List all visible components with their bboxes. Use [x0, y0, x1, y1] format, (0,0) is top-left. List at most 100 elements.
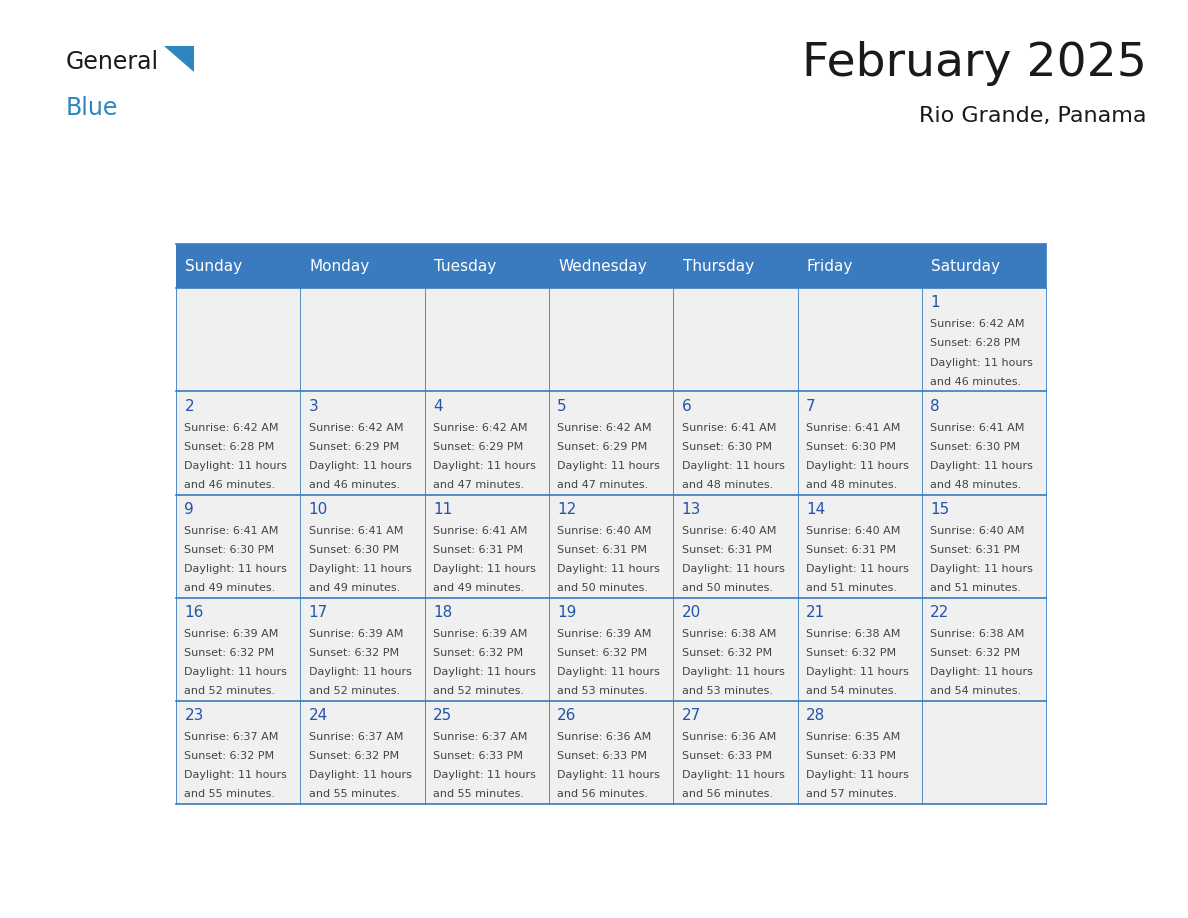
Text: 2: 2 [184, 398, 194, 413]
Text: Blue: Blue [65, 96, 118, 120]
Text: and 53 minutes.: and 53 minutes. [557, 687, 649, 696]
Text: 24: 24 [309, 708, 328, 723]
Text: 17: 17 [309, 605, 328, 620]
Bar [674, 495, 797, 598]
Text: and 48 minutes.: and 48 minutes. [682, 480, 773, 490]
Text: Sunset: 6:31 PM: Sunset: 6:31 PM [805, 545, 896, 554]
Text: 11: 11 [432, 502, 453, 517]
Text: 25: 25 [432, 708, 453, 723]
Text: Sunrise: 6:38 AM: Sunrise: 6:38 AM [682, 629, 776, 639]
Text: 23: 23 [184, 708, 204, 723]
Text: Sunrise: 6:40 AM: Sunrise: 6:40 AM [805, 526, 901, 536]
Text: Sunrise: 6:40 AM: Sunrise: 6:40 AM [682, 526, 776, 536]
Bar [797, 288, 922, 391]
Text: Daylight: 11 hours: Daylight: 11 hours [432, 667, 536, 677]
Bar [674, 244, 797, 288]
Bar [549, 244, 674, 288]
Text: Wednesday: Wednesday [558, 259, 647, 274]
Bar [301, 391, 424, 495]
Text: and 47 minutes.: and 47 minutes. [432, 480, 524, 490]
Text: Sunset: 6:30 PM: Sunset: 6:30 PM [309, 545, 399, 554]
Bar [797, 598, 922, 701]
Bar [176, 244, 301, 288]
Text: 1: 1 [930, 296, 940, 310]
Text: Sunset: 6:32 PM: Sunset: 6:32 PM [309, 751, 399, 761]
Text: Sunset: 6:29 PM: Sunset: 6:29 PM [309, 442, 399, 452]
Text: 6: 6 [682, 398, 691, 413]
Text: and 52 minutes.: and 52 minutes. [184, 687, 276, 696]
Text: Sunrise: 6:37 AM: Sunrise: 6:37 AM [432, 733, 527, 742]
Text: Daylight: 11 hours: Daylight: 11 hours [930, 667, 1034, 677]
Text: Daylight: 11 hours: Daylight: 11 hours [184, 461, 287, 471]
Text: 19: 19 [557, 605, 576, 620]
Text: Sunrise: 6:40 AM: Sunrise: 6:40 AM [557, 526, 652, 536]
Text: Sunrise: 6:39 AM: Sunrise: 6:39 AM [432, 629, 527, 639]
Bar [549, 288, 674, 391]
Text: and 54 minutes.: and 54 minutes. [805, 687, 897, 696]
Text: General: General [65, 50, 158, 74]
Text: Daylight: 11 hours: Daylight: 11 hours [805, 564, 909, 574]
Text: Daylight: 11 hours: Daylight: 11 hours [930, 461, 1034, 471]
Text: Sunset: 6:30 PM: Sunset: 6:30 PM [805, 442, 896, 452]
Bar [301, 495, 424, 598]
Text: and 55 minutes.: and 55 minutes. [432, 789, 524, 800]
Text: 22: 22 [930, 605, 949, 620]
Text: Sunrise: 6:41 AM: Sunrise: 6:41 AM [805, 422, 901, 432]
Text: Sunset: 6:33 PM: Sunset: 6:33 PM [557, 751, 647, 761]
Text: Daylight: 11 hours: Daylight: 11 hours [682, 564, 784, 574]
Bar [922, 701, 1047, 804]
Text: Sunrise: 6:39 AM: Sunrise: 6:39 AM [557, 629, 652, 639]
Bar [922, 598, 1047, 701]
Bar [797, 391, 922, 495]
Text: 9: 9 [184, 502, 194, 517]
Text: and 55 minutes.: and 55 minutes. [184, 789, 276, 800]
Bar [549, 391, 674, 495]
Bar [674, 288, 797, 391]
Text: and 49 minutes.: and 49 minutes. [309, 583, 400, 593]
Text: Sunrise: 6:42 AM: Sunrise: 6:42 AM [930, 319, 1025, 330]
Text: and 57 minutes.: and 57 minutes. [805, 789, 897, 800]
Bar [425, 701, 549, 804]
Bar [674, 701, 797, 804]
Text: 15: 15 [930, 502, 949, 517]
Text: 21: 21 [805, 605, 826, 620]
Text: Sunset: 6:31 PM: Sunset: 6:31 PM [432, 545, 523, 554]
Text: 13: 13 [682, 502, 701, 517]
Text: Monday: Monday [310, 259, 369, 274]
Text: Thursday: Thursday [682, 259, 753, 274]
Text: Sunset: 6:32 PM: Sunset: 6:32 PM [930, 648, 1020, 658]
Text: 3: 3 [309, 398, 318, 413]
Text: 4: 4 [432, 398, 443, 413]
Bar [549, 701, 674, 804]
Text: and 46 minutes.: and 46 minutes. [184, 480, 276, 490]
Text: Sunset: 6:30 PM: Sunset: 6:30 PM [184, 545, 274, 554]
Bar [176, 288, 301, 391]
Text: Sunrise: 6:41 AM: Sunrise: 6:41 AM [309, 526, 403, 536]
Bar [176, 701, 301, 804]
Text: Sunset: 6:29 PM: Sunset: 6:29 PM [432, 442, 523, 452]
Text: 28: 28 [805, 708, 826, 723]
Text: Sunset: 6:31 PM: Sunset: 6:31 PM [557, 545, 647, 554]
Text: Sunset: 6:32 PM: Sunset: 6:32 PM [184, 751, 274, 761]
Text: Sunset: 6:28 PM: Sunset: 6:28 PM [930, 339, 1020, 349]
Text: Sunset: 6:33 PM: Sunset: 6:33 PM [682, 751, 771, 761]
Text: Sunrise: 6:38 AM: Sunrise: 6:38 AM [930, 629, 1024, 639]
Text: Sunset: 6:32 PM: Sunset: 6:32 PM [557, 648, 647, 658]
Text: and 54 minutes.: and 54 minutes. [930, 687, 1022, 696]
Text: and 53 minutes.: and 53 minutes. [682, 687, 772, 696]
Text: 26: 26 [557, 708, 576, 723]
Text: Daylight: 11 hours: Daylight: 11 hours [930, 357, 1034, 367]
Bar [425, 495, 549, 598]
Text: Daylight: 11 hours: Daylight: 11 hours [805, 770, 909, 780]
Text: Daylight: 11 hours: Daylight: 11 hours [557, 564, 661, 574]
Text: and 56 minutes.: and 56 minutes. [557, 789, 649, 800]
Bar [674, 391, 797, 495]
Text: Sunset: 6:31 PM: Sunset: 6:31 PM [682, 545, 771, 554]
Text: and 46 minutes.: and 46 minutes. [309, 480, 400, 490]
Text: Sunset: 6:32 PM: Sunset: 6:32 PM [432, 648, 523, 658]
Text: Sunrise: 6:42 AM: Sunrise: 6:42 AM [432, 422, 527, 432]
Text: and 56 minutes.: and 56 minutes. [682, 789, 772, 800]
Text: Daylight: 11 hours: Daylight: 11 hours [309, 667, 411, 677]
Text: and 49 minutes.: and 49 minutes. [432, 583, 524, 593]
Text: Sunrise: 6:41 AM: Sunrise: 6:41 AM [184, 526, 279, 536]
